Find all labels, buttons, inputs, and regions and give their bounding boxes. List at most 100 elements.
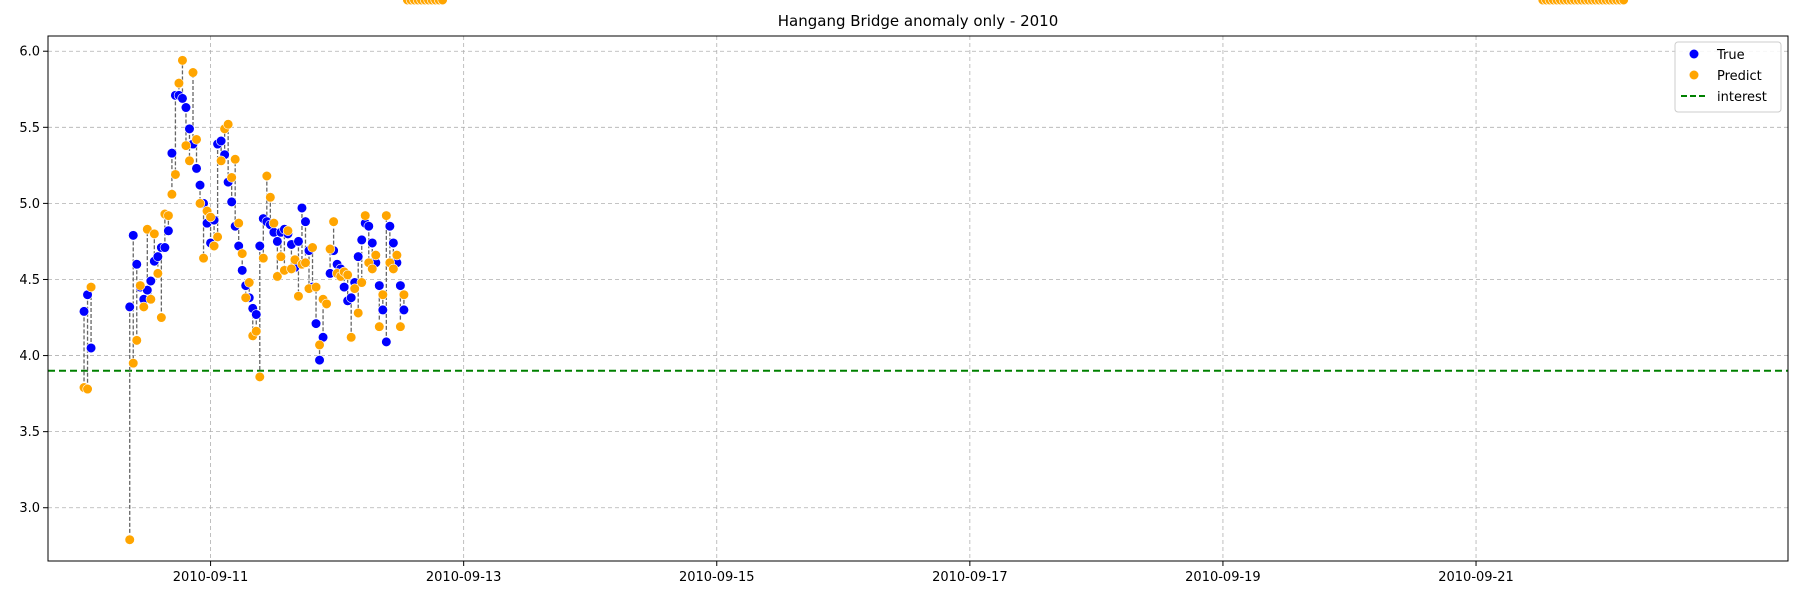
predict-point [212,231,223,242]
predict-point [346,332,357,343]
predict-point [328,216,339,227]
predict-point [226,172,237,183]
predict-point [152,268,163,279]
x-tick-label: 2010-09-21 [1438,570,1514,585]
predict-point [321,298,332,309]
predict-point [342,269,353,281]
y-tick-label: 5.5 [19,121,40,136]
predict-point [198,253,209,264]
predict-point [293,291,304,302]
true-point [367,237,378,249]
true-point [184,123,195,134]
true-point [152,251,163,262]
predict-point [244,277,255,288]
predict-point [388,263,399,274]
predict-point [184,155,195,166]
predict-point [254,371,265,382]
legend-box [1674,41,1782,113]
true-point [78,306,90,317]
predict-point [145,294,156,305]
legend-predict-marker [1689,70,1699,80]
predict-point [187,67,199,78]
true-point [293,236,304,247]
true-point [339,281,350,293]
predict-point [237,248,248,259]
y-tick-label: 4.0 [19,349,40,364]
y-tick-label: 5.0 [19,197,40,212]
x-tick-label: 2010-09-15 [679,570,755,585]
plot-area-frame [47,35,1789,562]
true-point [226,196,237,207]
predict-point [353,307,364,319]
true-point [356,234,367,246]
predict-point [223,119,234,130]
predict-point [166,189,178,200]
true-point [296,202,308,214]
predict-point [240,292,251,303]
predict-point [173,78,185,89]
true-point [353,251,364,262]
predict-point [356,277,367,288]
predict-point [395,321,406,332]
true-point [398,304,410,316]
predict-point [135,280,146,291]
true-point [85,342,97,354]
x-tick-label: 2010-09-17 [932,570,1008,585]
true-point [128,230,139,241]
predict-point [149,228,160,239]
true-point [346,292,357,303]
predict-point [138,301,149,312]
y-tick-label: 4.5 [19,273,40,288]
predict-point [398,289,410,300]
true-point [310,318,322,329]
predict-point [163,210,174,221]
true-point [395,280,406,291]
true-point [163,225,174,236]
predict-point [170,169,181,180]
predict-point [310,281,322,293]
predict-point [251,326,262,337]
legend-interest-label: interest [1717,90,1767,105]
predict-point [349,283,360,294]
predict-point [286,263,297,274]
true-point [374,280,385,291]
true-point [177,93,188,104]
x-tick-label: 2010-09-19 [1185,570,1261,585]
predict-point [391,250,402,261]
predict-point [300,257,311,268]
true-point [145,275,156,287]
predict-point [191,134,202,145]
predict-point [307,242,318,253]
true-point [272,236,283,247]
true-point [377,304,388,316]
true-point [254,240,265,252]
predict-point [177,55,188,66]
predict-point [1618,0,1629,6]
predict-point [324,243,336,255]
true-point [388,237,399,249]
predict-point [205,211,216,223]
true-point [384,221,395,232]
predict-point [272,271,283,282]
true-point [251,309,262,320]
predict-point [374,321,385,332]
legend-predict-label: Predict [1717,69,1762,84]
true-point [159,242,170,253]
true-point [180,102,192,113]
predict-point [85,281,97,293]
predict-point [216,155,227,166]
y-tick-label: 3.5 [19,425,40,440]
legend: True Predict interest [1674,41,1782,113]
true-point [300,216,311,227]
predict-point [370,250,381,261]
predict-point [82,383,93,395]
true-point [363,221,374,232]
predict-point [156,312,167,323]
predict-point [314,339,325,351]
x-axis: 2010-09-11 2010-09-13 2010-09-15 2010-09-17… [173,561,1514,585]
predict-point [282,225,294,236]
predict-point [360,210,371,221]
predict-point [128,358,139,369]
